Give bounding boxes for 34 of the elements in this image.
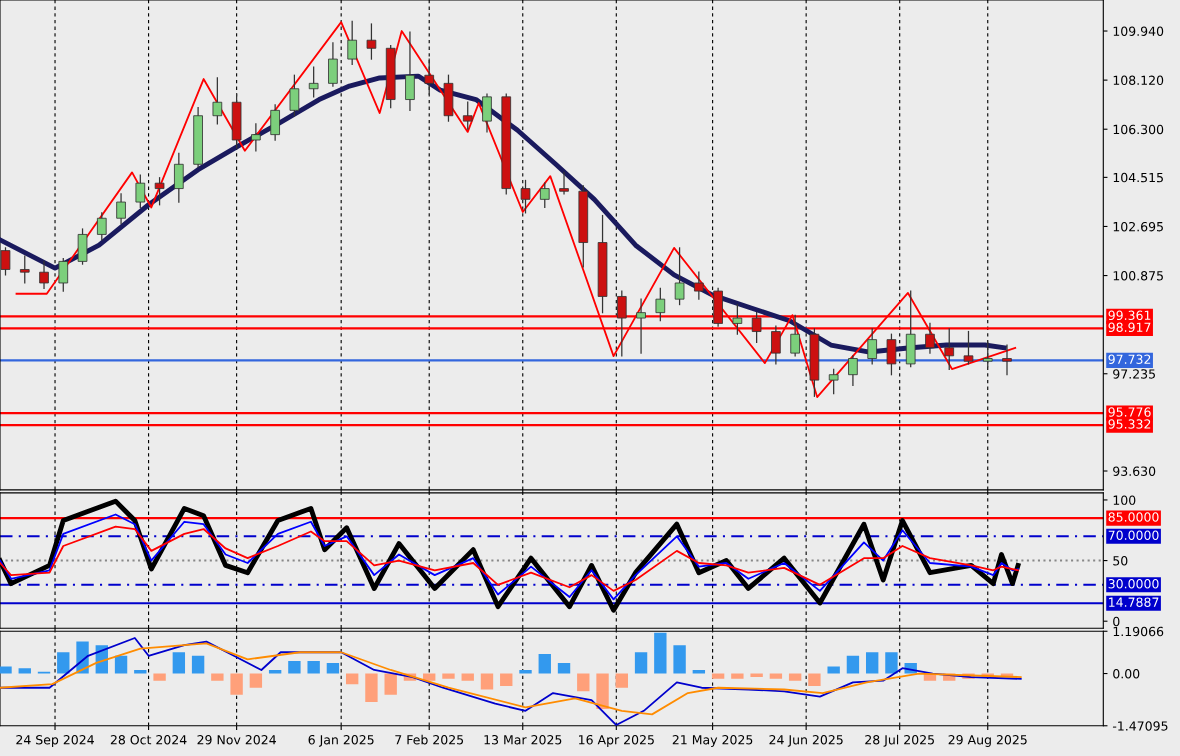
x-tick-label: 16 Apr 2025	[579, 735, 654, 747]
y-tick-label: 100	[1113, 495, 1136, 505]
y-tick-label: 108.120	[1113, 75, 1164, 86]
y-tick-label: 104.515	[1113, 172, 1163, 183]
y-tick-label: -1.47095	[1112, 721, 1168, 731]
ref-line-label: 99.361	[1108, 310, 1151, 321]
ref-line-label: 30.0000	[1108, 579, 1159, 589]
y-tick-label: 50	[1113, 556, 1128, 566]
y-tick-label: 102.695	[1113, 221, 1163, 232]
y-tick-label: 106.300	[1113, 124, 1164, 135]
x-tick-label: 29 Nov 2024	[197, 735, 276, 745]
x-tick-label: 6 Jan 2025	[308, 735, 374, 747]
x-tick-label: 21 May 2025	[672, 735, 753, 747]
ref-line-label: 95.776	[1108, 407, 1151, 417]
y-tick-label: 93.630	[1113, 466, 1156, 476]
y-tick-label: 1.19066	[1113, 626, 1164, 637]
x-tick-label: 29 Aug 2025	[948, 735, 1027, 747]
x-tick-label: 28 Oct 2024	[110, 735, 187, 745]
x-tick-label: 28 Jul 2025	[865, 734, 934, 747]
y-tick-label: 0.00	[1113, 669, 1140, 679]
y-tick-label: 0	[1113, 616, 1120, 627]
ref-line-label: 14.7887	[1109, 597, 1159, 607]
y-tick-label: 100.875	[1113, 271, 1163, 281]
x-tick-label: 24 Jun 2025	[769, 735, 843, 747]
x-tick-label: 13 Mar 2025	[484, 735, 562, 745]
ref-line-label: 97.732	[1108, 354, 1151, 364]
ref-line-label: 95.332	[1108, 419, 1151, 429]
y-tick-label: 109.940	[1113, 26, 1164, 36]
ref-line-label: 85.0000	[1108, 512, 1159, 522]
x-tick-label: 7 Feb 2025	[395, 734, 464, 745]
x-tick-label: 24 Sep 2024	[16, 735, 94, 747]
y-tick-label: 97.235	[1113, 369, 1155, 379]
ref-line-label: 70.0000	[1108, 530, 1159, 540]
ref-line-label: 98.917	[1108, 322, 1151, 333]
